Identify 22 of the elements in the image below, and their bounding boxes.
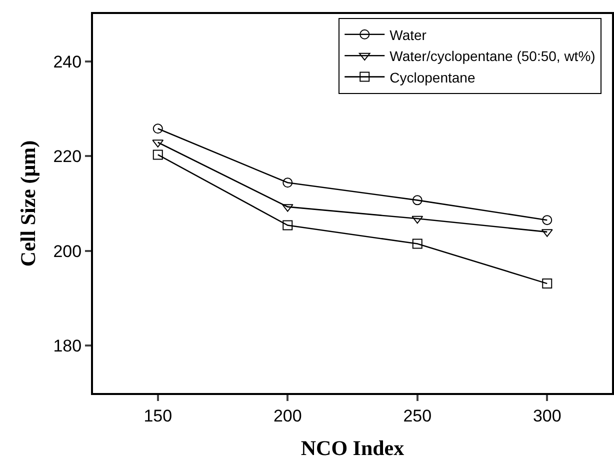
x-tick-label: 250 — [403, 406, 432, 426]
point — [152, 150, 163, 160]
point — [542, 215, 552, 226]
point — [412, 195, 422, 206]
point — [152, 124, 163, 134]
y-tick-label: 220 — [53, 147, 82, 166]
y-tick-label: 200 — [53, 242, 82, 261]
point — [542, 278, 552, 289]
point — [412, 238, 422, 249]
point — [282, 178, 293, 188]
legend-label: Water/cyclopentane (50:50, wt%) — [390, 48, 596, 64]
y-tick-label: 240 — [53, 52, 82, 72]
x-tick-label: 150 — [144, 406, 172, 426]
x-tick-label: 300 — [532, 406, 562, 426]
legend-label: Water — [390, 26, 427, 43]
x-tick-label: 200 — [273, 406, 302, 426]
legend-label: Cyclopentane — [390, 69, 476, 86]
y-axis-title: Cell Size (μm) — [16, 140, 40, 267]
x-axis-title: NCO Index — [300, 436, 405, 460]
point — [282, 220, 293, 230]
point — [412, 216, 424, 224]
y-tick-label: 180 — [53, 336, 82, 356]
